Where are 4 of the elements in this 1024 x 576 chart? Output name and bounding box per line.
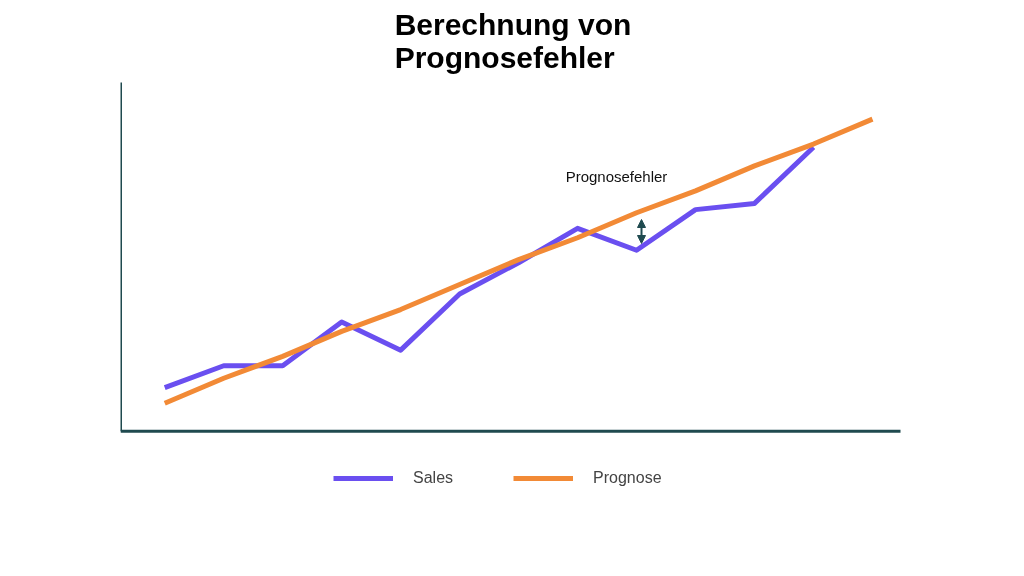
annotation: Prognosefehler [565,167,668,185]
chart-title: Berechnung von Prognosefehler [394,7,632,74]
legend-label: Sales [413,469,454,487]
legend-label: Prognose [593,469,662,487]
